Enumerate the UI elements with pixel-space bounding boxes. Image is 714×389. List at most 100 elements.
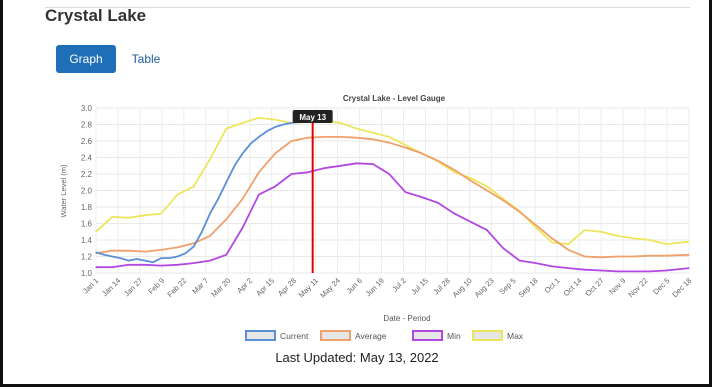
data-point-min [388,173,390,175]
data-point-min [502,247,504,249]
data-point-average [323,136,325,138]
series-lines [95,117,690,273]
x-tick-label: Jun 6 [345,276,364,295]
data-point-min [688,267,690,269]
legend-label-min: Min [447,331,461,341]
tab-graph[interactable]: Graph [56,45,116,73]
legend-label-current: Current [280,331,309,341]
x-tick-label: Mar 7 [190,276,210,296]
x-tick-label: Sep 5 [497,276,517,296]
data-point-current [144,260,146,262]
data-point-current [136,258,138,260]
data-point-max [584,229,586,231]
y-tick-label: 1.8 [81,203,93,212]
data-point-average [225,218,227,220]
data-point-average [502,199,504,201]
x-tick-label: May 24 [318,276,342,300]
data-point-min [470,221,472,223]
data-point-max [600,231,602,233]
x-tick-label: May 11 [297,276,320,299]
data-point-max [567,243,570,245]
data-point-min [95,266,97,268]
data-point-average [518,211,521,213]
data-point-average [258,171,260,173]
data-point-current [185,252,187,254]
data-point-min [437,202,439,204]
data-point-max [95,231,97,233]
data-point-min [453,213,456,215]
data-point-average [665,255,667,257]
data-point-current [233,165,236,167]
data-point-average [290,140,293,142]
data-point-average [404,147,407,149]
data-point-min [160,264,162,267]
data-point-max [258,117,260,119]
x-ticks: Jan 1 Jan 14 Jan 27 Feb 9 Feb 22 Mar 7 Mar 20 A… [81,276,693,300]
data-point-min [242,227,244,229]
y-tick-label: 3.0 [81,104,93,113]
x-tick-label: Dec 5 [651,276,671,296]
data-point-max [616,235,618,237]
x-tick-label: Apr 28 [276,276,298,298]
legend-swatch-min [412,330,443,341]
data-point-min [225,254,227,256]
data-point-max [665,243,667,245]
data-point-min [144,264,146,266]
data-point-min [518,260,521,262]
data-point-current [160,257,162,259]
data-point-max [502,198,504,200]
data-point-max [404,144,407,146]
x-tick-label: Jul 28 [431,276,452,297]
data-point-current [290,122,293,124]
data-point-average [388,142,390,144]
x-tick-label: Oct 1 [543,276,562,295]
data-point-max [111,216,113,218]
y-axis-label: Water Level (m) [59,164,68,218]
y-tick-label: 2.8 [81,121,93,130]
data-point-average [307,137,309,139]
data-point-min [535,262,537,264]
x-tick-label: Jul 15 [409,276,430,297]
data-point-max [551,241,553,244]
data-point-current [217,198,219,200]
data-point-current [111,255,113,258]
data-point-max [339,122,341,124]
date-marker: May 13 [292,110,333,273]
data-point-max [535,227,537,229]
data-point-current [168,257,170,259]
data-point-average [339,136,341,138]
data-point-max [470,177,472,179]
data-point-current [152,261,154,263]
legend-label-max: Max [507,331,524,341]
data-point-average [372,138,374,140]
data-point-average [160,249,162,251]
legend-swatch-current [245,330,276,341]
y-ticks: 1.0 1.2 1.4 1.6 1.8 2.0 2.2 2.4 2.6 2.8 3.0 [81,104,93,278]
data-point-average [470,180,472,182]
data-point-min [584,269,586,271]
x-tick-label: Feb 9 [146,276,166,296]
legend-item-min: Min [412,330,461,341]
data-point-max [144,214,146,216]
data-point-min [551,265,553,267]
data-point-average [688,254,690,256]
data-point-average [453,169,456,171]
y-tick-label: 2.2 [81,170,93,179]
legend-item-average: Average [320,330,387,341]
data-point-current [258,136,260,138]
tab-table[interactable]: Table [131,52,161,66]
data-point-min [649,270,651,272]
data-point-max [453,171,456,173]
data-point-average [600,256,602,258]
legend-item-current: Current [245,330,309,341]
y-tick-label: 1.6 [81,220,93,229]
data-point-max [127,217,130,219]
x-tick-label: Apr 15 [254,276,276,298]
data-point-current [266,130,268,132]
data-point-min [404,191,407,193]
data-point-average [127,250,130,252]
y-tick-label: 2.0 [81,187,93,196]
data-point-min [274,185,276,187]
data-point-max [633,237,635,239]
x-tick-label: Oct 14 [562,276,584,298]
